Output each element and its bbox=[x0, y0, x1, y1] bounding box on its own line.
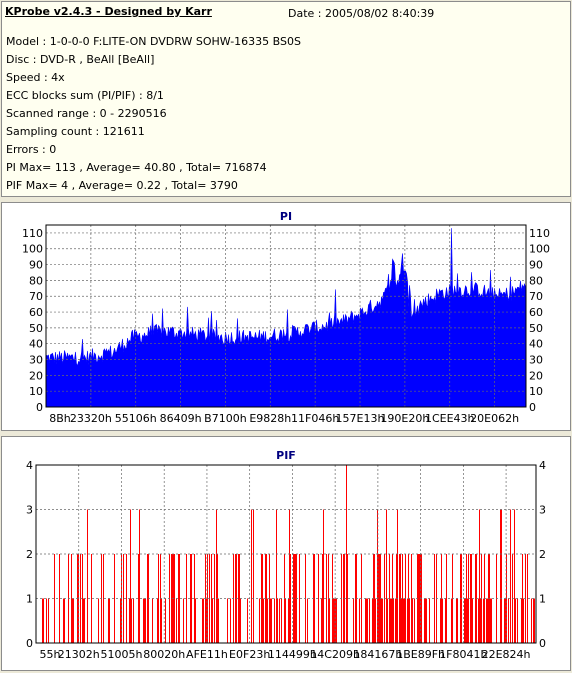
app-title: KProbe v2.4.3 - Designed by Karr bbox=[5, 5, 212, 18]
y-tick-label-right: 40 bbox=[529, 338, 543, 351]
info-panel: KProbe v2.4.3 - Designed by Karr Date : … bbox=[1, 1, 571, 197]
y-tick-label-right: 100 bbox=[529, 243, 550, 256]
y-tick-label-right: 110 bbox=[529, 227, 550, 240]
info-ecc: ECC blocks sum (PI/PIF) : 8/1 bbox=[6, 89, 164, 102]
x-tick-label: 21302h bbox=[58, 648, 100, 661]
x-tick-label: 22E824h bbox=[482, 648, 531, 661]
x-tick-label: E0F23h bbox=[229, 648, 270, 661]
y-tick-label-left: 1 bbox=[26, 593, 33, 606]
x-tick-label: 1F8041h bbox=[439, 648, 487, 661]
y-tick-label-right: 10 bbox=[529, 385, 543, 398]
x-tick-label: 157E13h bbox=[336, 412, 385, 425]
grid bbox=[46, 225, 526, 407]
x-tick-label: 51005h bbox=[100, 648, 142, 661]
chart-title: PI bbox=[280, 210, 292, 223]
y-tick-label-right: 70 bbox=[529, 290, 543, 303]
x-tick-label: 80020h bbox=[143, 648, 185, 661]
y-tick-label-right: 20 bbox=[529, 369, 543, 382]
y-tick-label-left: 110 bbox=[22, 227, 43, 240]
x-tick-label: 184167h bbox=[353, 648, 402, 661]
y-tick-label-right: 60 bbox=[529, 306, 543, 319]
y-tick-label-right: 3 bbox=[539, 504, 546, 517]
info-range: Scanned range : 0 - 2290516 bbox=[6, 107, 167, 120]
info-speed: Speed : 4x bbox=[6, 71, 65, 84]
y-tick-label-right: 2 bbox=[539, 548, 546, 561]
x-tick-label: 1BE89Fh bbox=[396, 648, 445, 661]
pi-chart: PI 0 0 10 10 20 20 30 30 40 40 50 50 60 60 70 70 80 80 90 90… bbox=[22, 210, 550, 425]
info-pif-stats: PIF Max= 4 , Average= 0.22 , Total= 3790 bbox=[6, 179, 238, 192]
y-tick-label-left: 0 bbox=[36, 401, 43, 414]
x-tick-label: 1CEE43h bbox=[425, 412, 475, 425]
y-tick-label-left: 40 bbox=[29, 338, 43, 351]
y-tick-label-left: 60 bbox=[29, 306, 43, 319]
plot-frame bbox=[45, 224, 527, 408]
y-tick-label-left: 3 bbox=[26, 504, 33, 517]
chart-title: PIF bbox=[276, 449, 296, 462]
info-model: Model : 1-0-0-0 F:LITE-ON DVDRW SOHW-163… bbox=[6, 35, 301, 48]
grid bbox=[36, 464, 536, 643]
y-tick-label-right: 1 bbox=[539, 593, 546, 606]
x-tick-label: 114499h bbox=[268, 648, 317, 661]
y-tick-label-right: 90 bbox=[529, 259, 543, 272]
y-tick-label-left: 70 bbox=[29, 290, 43, 303]
x-tick-label: 190E20h bbox=[380, 412, 429, 425]
y-tick-label-left: 4 bbox=[26, 459, 33, 472]
y-tick-label-right: 30 bbox=[529, 354, 543, 367]
pi-series bbox=[45, 228, 527, 408]
y-tick-label-left: 0 bbox=[26, 637, 33, 650]
x-tick-label: AFE11h bbox=[186, 648, 228, 661]
y-tick-label-left: 10 bbox=[29, 385, 43, 398]
y-tick-label-left: 100 bbox=[22, 243, 43, 256]
x-tick-label: 86409h bbox=[160, 412, 202, 425]
y-tick-label-left: 90 bbox=[29, 259, 43, 272]
x-tick-label: 55106h bbox=[115, 412, 157, 425]
info-pi-stats: PI Max= 113 , Average= 40.80 , Total= 71… bbox=[6, 161, 267, 174]
x-tick-label: 14C209h bbox=[310, 648, 360, 661]
plot-frame bbox=[35, 464, 537, 644]
y-tick-label-left: 20 bbox=[29, 369, 43, 382]
info-sampling: Sampling count : 121611 bbox=[6, 125, 145, 138]
pi-chart-panel: PI 0 0 10 10 20 20 30 30 40 40 50 50 60 60 70 70 80 80 90 90… bbox=[1, 202, 571, 431]
pif-chart-panel: PIF 0 0 1 1 2 2 3 3 4 4 55h 21302h 51005h 80020h AFE11h… bbox=[1, 436, 571, 671]
info-disc: Disc : DVD-R , BeAll [BeAll] bbox=[6, 53, 155, 66]
x-tick-label: 23320h bbox=[70, 412, 112, 425]
y-tick-label-left: 30 bbox=[29, 354, 43, 367]
y-tick-label-left: 2 bbox=[26, 548, 33, 561]
y-tick-label-right: 80 bbox=[529, 274, 543, 287]
y-tick-label-right: 0 bbox=[539, 637, 546, 650]
info-errors: Errors : 0 bbox=[6, 143, 57, 156]
y-tick-label-left: 80 bbox=[29, 274, 43, 287]
y-tick-label-left: 50 bbox=[29, 322, 43, 335]
y-tick-label-right: 0 bbox=[529, 401, 536, 414]
x-tick-label: E9828h bbox=[249, 412, 291, 425]
y-tick-label-right: 4 bbox=[539, 459, 546, 472]
x-tick-label: 11F046h bbox=[291, 412, 339, 425]
x-tick-label: 8Bh bbox=[49, 412, 71, 425]
x-tick-label: 55h bbox=[40, 648, 61, 661]
scan-date: Date : 2005/08/02 8:40:39 bbox=[288, 7, 435, 20]
x-tick-label: B7100h bbox=[204, 412, 247, 425]
data-series bbox=[45, 228, 527, 408]
y-tick-label-right: 50 bbox=[529, 322, 543, 335]
x-tick-label: 20E062h bbox=[470, 412, 519, 425]
